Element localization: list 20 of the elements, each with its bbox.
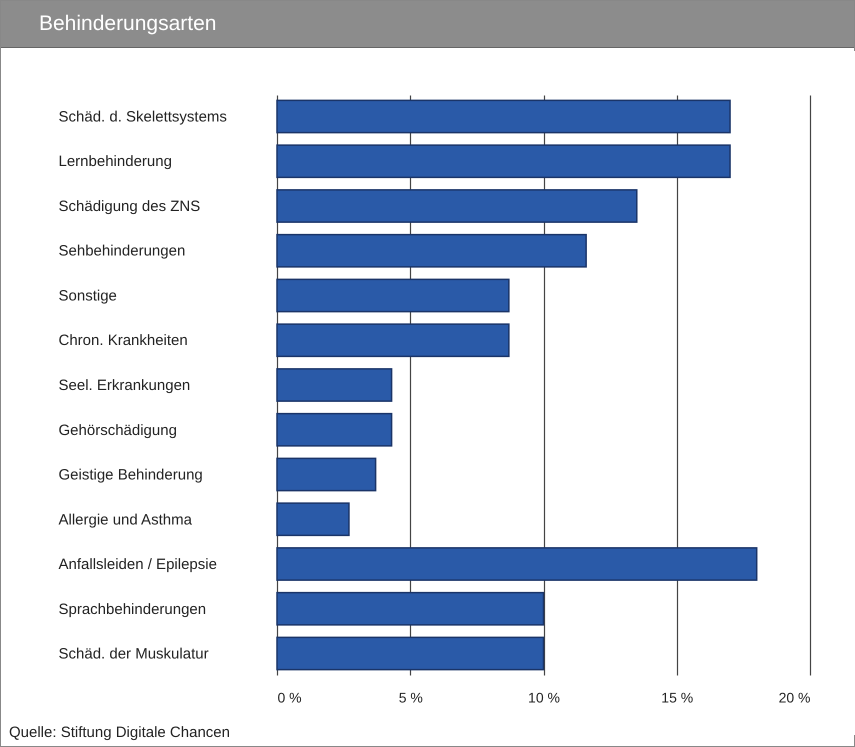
y-tick-label: Allergie und Asthma xyxy=(58,511,193,528)
y-tick-label: Schäd. der Muskulatur xyxy=(58,646,209,663)
y-tick-label: Sonstige xyxy=(58,287,117,304)
y-tick-label: Anfallsleiden / Epilepsie xyxy=(58,556,217,574)
source-note: Quelle: Stiftung Digitale Chancen xyxy=(9,724,230,741)
y-tick-label: Lernbehinderung xyxy=(58,153,172,170)
x-tick-label: 10 % xyxy=(528,690,560,706)
x-tick-label: 20 % xyxy=(778,690,810,706)
x-tick-label: 5 % xyxy=(398,690,423,706)
x-tick-label: 15 % xyxy=(661,690,694,706)
y-tick-label: Sehbehinderungen xyxy=(58,242,186,260)
y-tick-label: Schädigung des ZNS xyxy=(58,198,200,215)
y-tick-label: Seel. Erkrankungen xyxy=(58,377,190,394)
x-tick-label: 0 % xyxy=(278,690,302,706)
y-tick-label: Sprachbehinderungen xyxy=(58,600,206,618)
y-tick-label: Geistige Behinderung xyxy=(58,466,203,484)
y-tick-label: Schäd. d. Skelettsystems xyxy=(58,108,227,126)
chart-title: Behinderungsarten xyxy=(39,12,216,36)
y-tick-label: Gehörschädigung xyxy=(58,422,177,439)
y-tick-label: Chron. Krankheiten xyxy=(58,332,188,350)
